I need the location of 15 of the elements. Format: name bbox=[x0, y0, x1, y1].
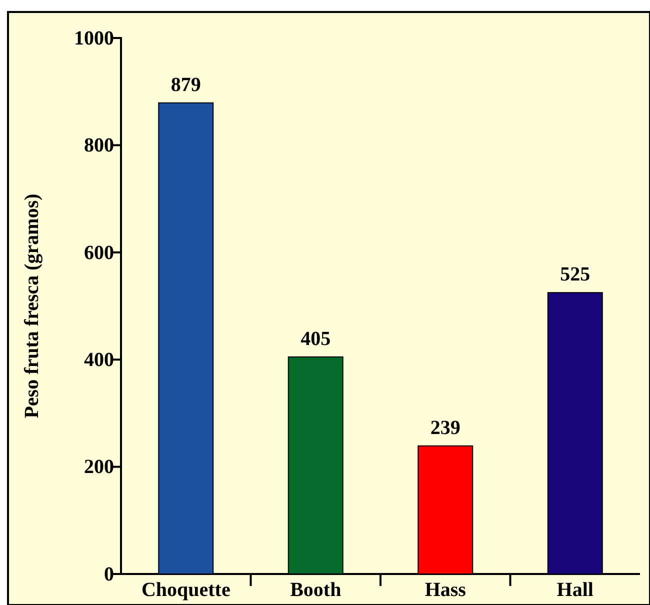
y-tick-label: 600 bbox=[84, 242, 114, 264]
y-tick-label: 400 bbox=[84, 349, 114, 371]
data-label: 879 bbox=[170, 74, 201, 96]
y-tick-label: 1000 bbox=[74, 27, 114, 50]
x-tick-label: Booth bbox=[290, 579, 342, 601]
y-axis-title: Peso fruta fresca (gramos) bbox=[21, 194, 43, 418]
data-label: 239 bbox=[430, 416, 460, 439]
y-tick-label: 0 bbox=[104, 563, 114, 586]
y-tick-label: 200 bbox=[84, 456, 114, 478]
y-tick-label: 800 bbox=[84, 134, 114, 157]
data-label: 405 bbox=[300, 328, 331, 350]
x-tick-label: Hall bbox=[556, 579, 594, 601]
x-tick-label: Choquette bbox=[141, 579, 230, 601]
x-tick-label: Hass bbox=[424, 579, 466, 601]
data-label: 525 bbox=[560, 264, 590, 286]
